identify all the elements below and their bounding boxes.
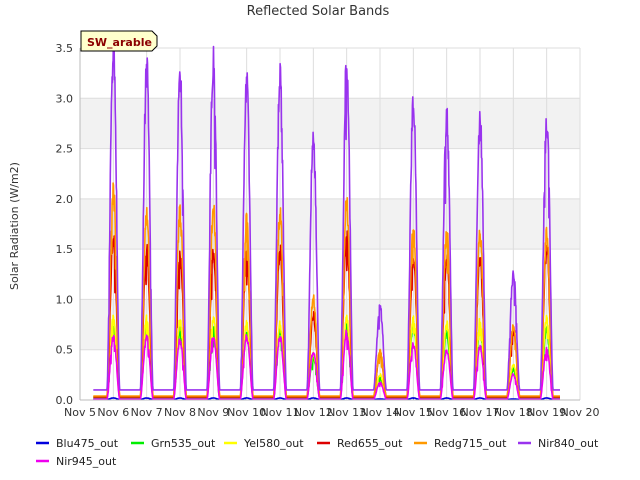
grid-band bbox=[80, 299, 580, 350]
legend-item-red655_out: Red655_out bbox=[317, 437, 403, 450]
legend: Blu475_out Grn535_out Yel580_out Red655_out… bbox=[36, 437, 599, 468]
x-tick-label: Nov 5 bbox=[64, 406, 96, 419]
badge-box bbox=[80, 30, 158, 52]
y-tick-label: 0.5 bbox=[56, 344, 74, 357]
chart-title: Reflected Solar Bands bbox=[247, 4, 390, 19]
y-tick-label: 0.0 bbox=[56, 394, 74, 407]
x-tick-label: Nov 20 bbox=[561, 406, 600, 419]
legend-item-grn535_out: Grn535_out bbox=[131, 437, 216, 450]
y-tick-label: 1.0 bbox=[56, 293, 74, 306]
legend-label: Redg715_out bbox=[434, 437, 507, 450]
dataset-badge: SW_arable bbox=[80, 30, 158, 52]
x-tick-label: Nov 19 bbox=[527, 406, 566, 419]
x-tick-label: Nov 11 bbox=[261, 406, 300, 419]
y-tick-label: 2.5 bbox=[56, 143, 74, 156]
legend-item-nir840_out: Nir840_out bbox=[518, 437, 599, 450]
y-tick-label: 2.0 bbox=[56, 193, 74, 206]
x-tick-label: Nov 12 bbox=[294, 406, 333, 419]
x-tick-label: Nov 18 bbox=[494, 406, 533, 419]
x-tick-label: Nov 9 bbox=[197, 406, 229, 419]
series-lines bbox=[92, 34, 561, 401]
x-tick-label: Nov 10 bbox=[227, 406, 266, 419]
legend-label: Yel580_out bbox=[243, 437, 304, 450]
series-line-redg715_out bbox=[92, 182, 561, 397]
grid-band bbox=[80, 98, 580, 149]
legend-label: Nir945_out bbox=[56, 455, 117, 468]
x-tick-label: Nov 15 bbox=[394, 406, 433, 419]
legend-label: Grn535_out bbox=[151, 437, 216, 450]
x-tick-label: Nov 6 bbox=[97, 406, 129, 419]
x-tick-label: Nov 17 bbox=[461, 406, 500, 419]
legend-label: Nir840_out bbox=[538, 437, 599, 450]
legend-label: Red655_out bbox=[337, 437, 403, 450]
x-tick-label: Nov 8 bbox=[164, 406, 196, 419]
plot-background bbox=[80, 48, 580, 400]
x-tick-label: Nov 13 bbox=[327, 406, 366, 419]
series-line-nir840_out bbox=[92, 34, 561, 391]
grid-band bbox=[80, 198, 580, 250]
y-tick-label: 3.0 bbox=[56, 92, 74, 105]
legend-item-blu475_out: Blu475_out bbox=[36, 437, 119, 450]
y-tick-label: 1.5 bbox=[56, 243, 74, 256]
axes bbox=[79, 48, 580, 401]
x-tick-label: Nov 7 bbox=[131, 406, 163, 419]
legend-item-nir945_out: Nir945_out bbox=[36, 455, 117, 468]
series-line-nir945_out bbox=[92, 329, 561, 400]
legend-label: Blu475_out bbox=[56, 437, 119, 450]
y-tick-label: 3.5 bbox=[56, 42, 74, 55]
legend-item-yel580_out: Yel580_out bbox=[224, 437, 304, 450]
y-axis-title: Solar Radiation (W/m2) bbox=[8, 162, 21, 290]
badge-label: SW_arable bbox=[87, 36, 152, 49]
legend-item-redg715_out: Redg715_out bbox=[414, 437, 507, 450]
x-tick-label: Nov 14 bbox=[361, 406, 400, 419]
x-tick-label: Nov 16 bbox=[427, 406, 466, 419]
